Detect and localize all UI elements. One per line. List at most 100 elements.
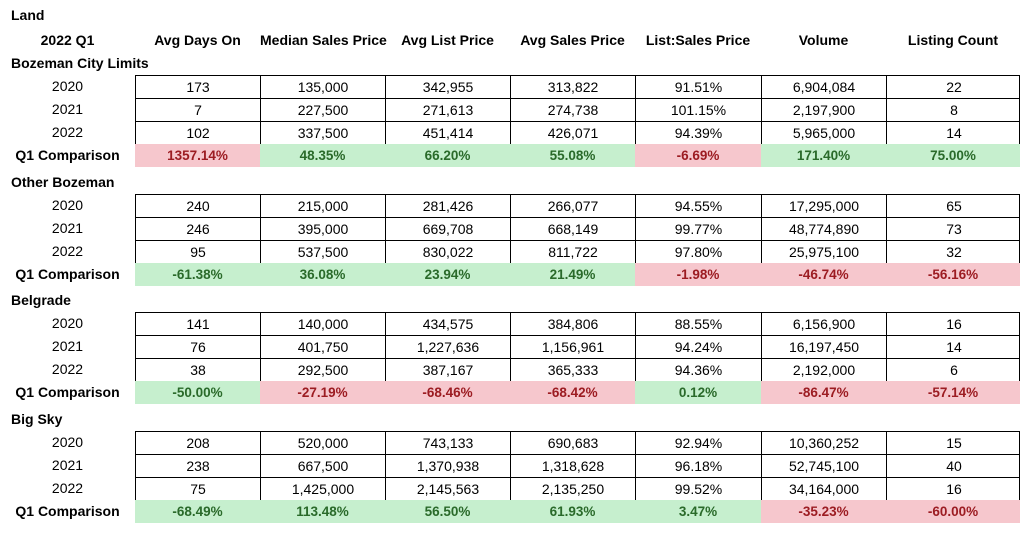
- year-label-row: 2020: [0, 312, 1024, 335]
- comparison-cell-neg: -57.14%: [886, 381, 1020, 404]
- table-cell: 537,500: [261, 241, 386, 263]
- table-cell: 99.52%: [636, 478, 762, 500]
- table-cell: 246: [136, 218, 261, 240]
- comparison-cell-neg: -86.47%: [761, 381, 886, 404]
- table-cell: 238: [136, 455, 261, 477]
- comparison-row: Q1 Comparison: [0, 500, 1024, 523]
- comparison-cell-neg: 1357.14%: [135, 144, 260, 167]
- comparison-cell-pos: -68.49%: [135, 500, 260, 523]
- section-label-row: Big Sky: [0, 408, 1024, 431]
- year-label: 2022: [51, 361, 84, 377]
- comparison-cell-pos: 66.20%: [385, 144, 510, 167]
- comparison-cell-neg: -27.19%: [260, 381, 385, 404]
- table-cell: 16: [946, 481, 962, 497]
- title-row: Land: [0, 4, 1024, 27]
- comparison-values: -61.38% 36.08% 23.94% 21.49% -1.98% -46.74% -5…: [135, 263, 1020, 286]
- table-cell: 14: [946, 339, 962, 355]
- period-label: 2022 Q1: [40, 32, 95, 48]
- table-cell: 266,077: [511, 195, 636, 217]
- column-header: Listing Count: [907, 32, 999, 48]
- table-cell: 313,822: [511, 76, 636, 98]
- section-title: Big Sky: [11, 411, 63, 427]
- table-row: 141 140,000 434,575 384,806 88.55% 6,156,900 1…: [136, 313, 1019, 336]
- comparison-cell-pos: -50.00%: [135, 381, 260, 404]
- table-cell: 141: [136, 313, 261, 335]
- table-cell: 75: [136, 478, 261, 500]
- year-label-row: 2020: [0, 75, 1024, 98]
- comparison-cell-neg: -46.74%: [761, 263, 886, 286]
- column-header: Avg Sales Price: [520, 32, 625, 48]
- year-label-row: 2021: [0, 454, 1024, 477]
- table-cell: 96.18%: [636, 455, 762, 477]
- table-cell: 17,295,000: [762, 195, 887, 217]
- table-cell: 6,156,900: [762, 313, 887, 335]
- year-label-row: 2021: [0, 217, 1024, 240]
- table-cell: 15: [946, 435, 962, 451]
- year-label: 2020: [51, 197, 84, 213]
- table-cell: 743,133: [386, 432, 511, 454]
- table-cell: 811,722: [511, 241, 636, 263]
- table-row: 38 292,500 387,167 365,333 94.36% 2,192,000 6: [136, 359, 1019, 382]
- year-label-row: 2022: [0, 477, 1024, 500]
- comparison-label: Q1 Comparison: [15, 147, 120, 163]
- comparison-cell-pos: 3.47%: [635, 500, 761, 523]
- table-row: 238 667,500 1,370,938 1,318,628 96.18% 52,745…: [136, 455, 1019, 478]
- column-header: Avg Days On: [154, 32, 241, 48]
- year-label: 2021: [51, 101, 84, 117]
- comparison-cell-pos: 36.08%: [260, 263, 385, 286]
- comparison-cell-pos: -61.38%: [135, 263, 260, 286]
- comparison-cell-pos: 23.94%: [385, 263, 510, 286]
- table-cell: 97.80%: [636, 241, 762, 263]
- year-label: 2020: [51, 434, 84, 450]
- year-label-row: 2022: [0, 358, 1024, 381]
- table-cell: 690,683: [511, 432, 636, 454]
- comparison-cell-pos: 48.35%: [260, 144, 385, 167]
- table-cell: 140,000: [261, 313, 386, 335]
- table-cell: 387,167: [386, 359, 511, 381]
- sheet-title: Land: [11, 7, 45, 23]
- table-cell: 342,955: [386, 76, 511, 98]
- table-cell: 2,145,563: [386, 478, 511, 500]
- table-cell: 73: [946, 221, 962, 237]
- table-cell: 1,227,636: [386, 336, 511, 358]
- table-cell: 94.36%: [636, 359, 762, 381]
- comparison-cell-neg: -6.69%: [635, 144, 761, 167]
- comparison-cell-pos: 171.40%: [761, 144, 886, 167]
- table-cell: 365,333: [511, 359, 636, 381]
- table-cell: 40: [946, 458, 962, 474]
- comparison-cell-neg: -60.00%: [886, 500, 1020, 523]
- table-row: 75 1,425,000 2,145,563 2,135,250 99.52% 34,16…: [136, 478, 1019, 501]
- year-label-row: 2021: [0, 335, 1024, 358]
- year-label: 2022: [51, 480, 84, 496]
- comparison-row: Q1 Comparison: [0, 144, 1024, 167]
- table-cell: 1,318,628: [511, 455, 636, 477]
- table-cell: 101.15%: [636, 99, 762, 121]
- comparison-cell-pos: 61.93%: [510, 500, 635, 523]
- table-row: 102 337,500 451,414 426,071 94.39% 5,965,000 1…: [136, 122, 1019, 145]
- table-cell: 8: [950, 102, 958, 118]
- header-row: 2022 Q1 Avg Days On Median Sales Price Avg…: [0, 29, 1024, 52]
- table-row: 246 395,000 669,708 668,149 99.77% 48,774,890…: [136, 218, 1019, 241]
- table-cell: 271,613: [386, 99, 511, 121]
- table-cell: 395,000: [261, 218, 386, 240]
- table-cell: 7: [136, 99, 261, 121]
- table-cell: 426,071: [511, 122, 636, 144]
- table-cell: 208: [136, 432, 261, 454]
- section-data-grid: 208 520,000 743,133 690,683 92.94% 10,360,252…: [135, 431, 1020, 502]
- table-cell: 384,806: [511, 313, 636, 335]
- year-label: 2022: [51, 243, 84, 259]
- comparison-cell-pos: 0.12%: [635, 381, 761, 404]
- comparison-cell-pos: 113.48%: [260, 500, 385, 523]
- table-cell: 88.55%: [636, 313, 762, 335]
- table-row: 173 135,000 342,955 313,822 91.51% 6,904,084 2…: [136, 76, 1019, 99]
- section-data-grid: 141 140,000 434,575 384,806 88.55% 6,156,900 1…: [135, 312, 1020, 383]
- table-cell: 1,425,000: [261, 478, 386, 500]
- section-data-grid: 173 135,000 342,955 313,822 91.51% 6,904,084 2…: [135, 75, 1020, 146]
- table-cell: 2,197,900: [762, 99, 887, 121]
- table-cell: 32: [946, 244, 962, 260]
- table-cell: 22: [946, 79, 962, 95]
- table-cell: 10,360,252: [762, 432, 887, 454]
- year-label-row: 2021: [0, 98, 1024, 121]
- table-cell: 337,500: [261, 122, 386, 144]
- table-cell: 451,414: [386, 122, 511, 144]
